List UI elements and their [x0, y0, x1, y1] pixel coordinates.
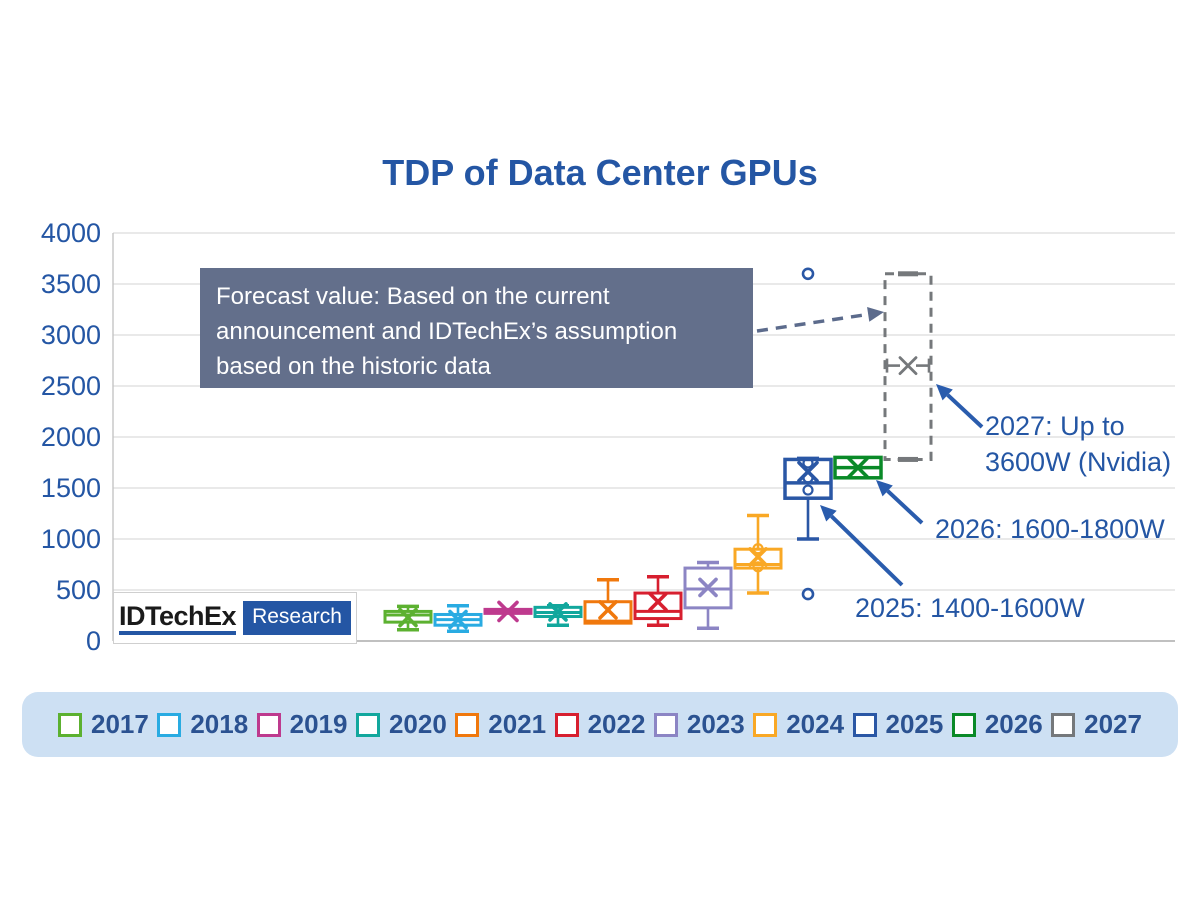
svg-text:1000: 1000	[41, 524, 101, 554]
boxplot-2019	[483, 600, 533, 623]
legend-label-2020: 2020	[388, 709, 447, 739]
boxplot-2026	[833, 455, 883, 480]
legend-swatch-2026	[951, 712, 976, 737]
legend-swatch-2020	[355, 712, 380, 737]
boxplot-2024	[733, 513, 783, 595]
legend-item-2023: 2023	[653, 709, 745, 740]
legend-label-2021: 2021	[488, 709, 547, 739]
idtechex-logo: IDTechEx Research	[113, 592, 357, 644]
legend-swatch-2023	[653, 712, 678, 737]
annotation-2027: 2027: Up to 3600W (Nvidia)	[985, 408, 1171, 480]
legend-item-2020: 2020	[355, 709, 447, 740]
legend-label-2027: 2027	[1084, 709, 1142, 739]
svg-text:4000: 4000	[41, 218, 101, 248]
svg-text:2500: 2500	[41, 371, 101, 401]
boxplot-2022	[633, 574, 683, 627]
legend-label-2018: 2018	[190, 709, 249, 739]
boxplot-2025	[783, 267, 833, 601]
legend-item-2026: 2026	[951, 709, 1043, 740]
legend-label-2024: 2024	[786, 709, 845, 739]
legend-item-2019: 2019	[256, 709, 348, 740]
legend-label-2019: 2019	[289, 709, 348, 739]
legend-label-2023: 2023	[686, 709, 745, 739]
legend-label-2022: 2022	[587, 709, 646, 739]
legend-swatch-2021	[455, 712, 480, 737]
legend-swatch-2019	[256, 712, 281, 737]
legend-item-2017: 2017	[58, 709, 149, 740]
boxplot-2018	[433, 604, 483, 634]
legend-swatch-2025	[852, 712, 877, 737]
annotation-2026: 2026: 1600-1800W	[935, 514, 1165, 544]
svg-text:0: 0	[86, 626, 101, 656]
legend-label-2026: 2026	[984, 709, 1043, 739]
boxplot-2021	[583, 578, 633, 625]
annotation-2027-line1: 2027: Up to	[985, 411, 1125, 441]
legend-swatch-2024	[753, 712, 778, 737]
boxplot-2020	[533, 602, 583, 627]
legend-item-2027: 2027	[1051, 709, 1142, 740]
svg-text:3000: 3000	[41, 320, 101, 350]
legend-item-2025: 2025	[852, 709, 944, 740]
svg-text:1500: 1500	[41, 473, 101, 503]
boxplot-2023	[683, 560, 733, 630]
svg-text:500: 500	[56, 575, 101, 605]
forecast-note-callout: Forecast value: Based on the current ann…	[200, 268, 753, 388]
legend-swatch-2027	[1051, 712, 1076, 737]
svg-text:3500: 3500	[41, 269, 101, 299]
legend-label-2025: 2025	[885, 709, 944, 739]
legend-item-2022: 2022	[554, 709, 646, 740]
legend-swatch-2018	[157, 712, 182, 737]
boxplot-2027	[883, 271, 933, 462]
annotation-2027-line2: 3600W (Nvidia)	[985, 447, 1172, 477]
chart-title: TDP of Data Center GPUs	[382, 152, 818, 193]
logo-research-badge: Research	[243, 601, 351, 635]
svg-text:2000: 2000	[41, 422, 101, 452]
legend-item-2024: 2024	[753, 709, 844, 740]
boxplot-2017	[383, 604, 433, 632]
chart-legend: 2017 2018 2019 2020 2021 2022 2023 2024 2025 2026…	[22, 692, 1178, 757]
annotation-2025: 2025: 1400-1600W	[855, 593, 1085, 623]
legend-item-2021: 2021	[455, 709, 546, 740]
legend-swatch-2022	[554, 712, 579, 737]
logo-brand-text: IDTechEx	[119, 602, 237, 635]
legend-label-2017: 2017	[91, 709, 149, 739]
legend-swatch-2017	[58, 712, 82, 737]
legend-item-2018: 2018	[157, 709, 248, 740]
